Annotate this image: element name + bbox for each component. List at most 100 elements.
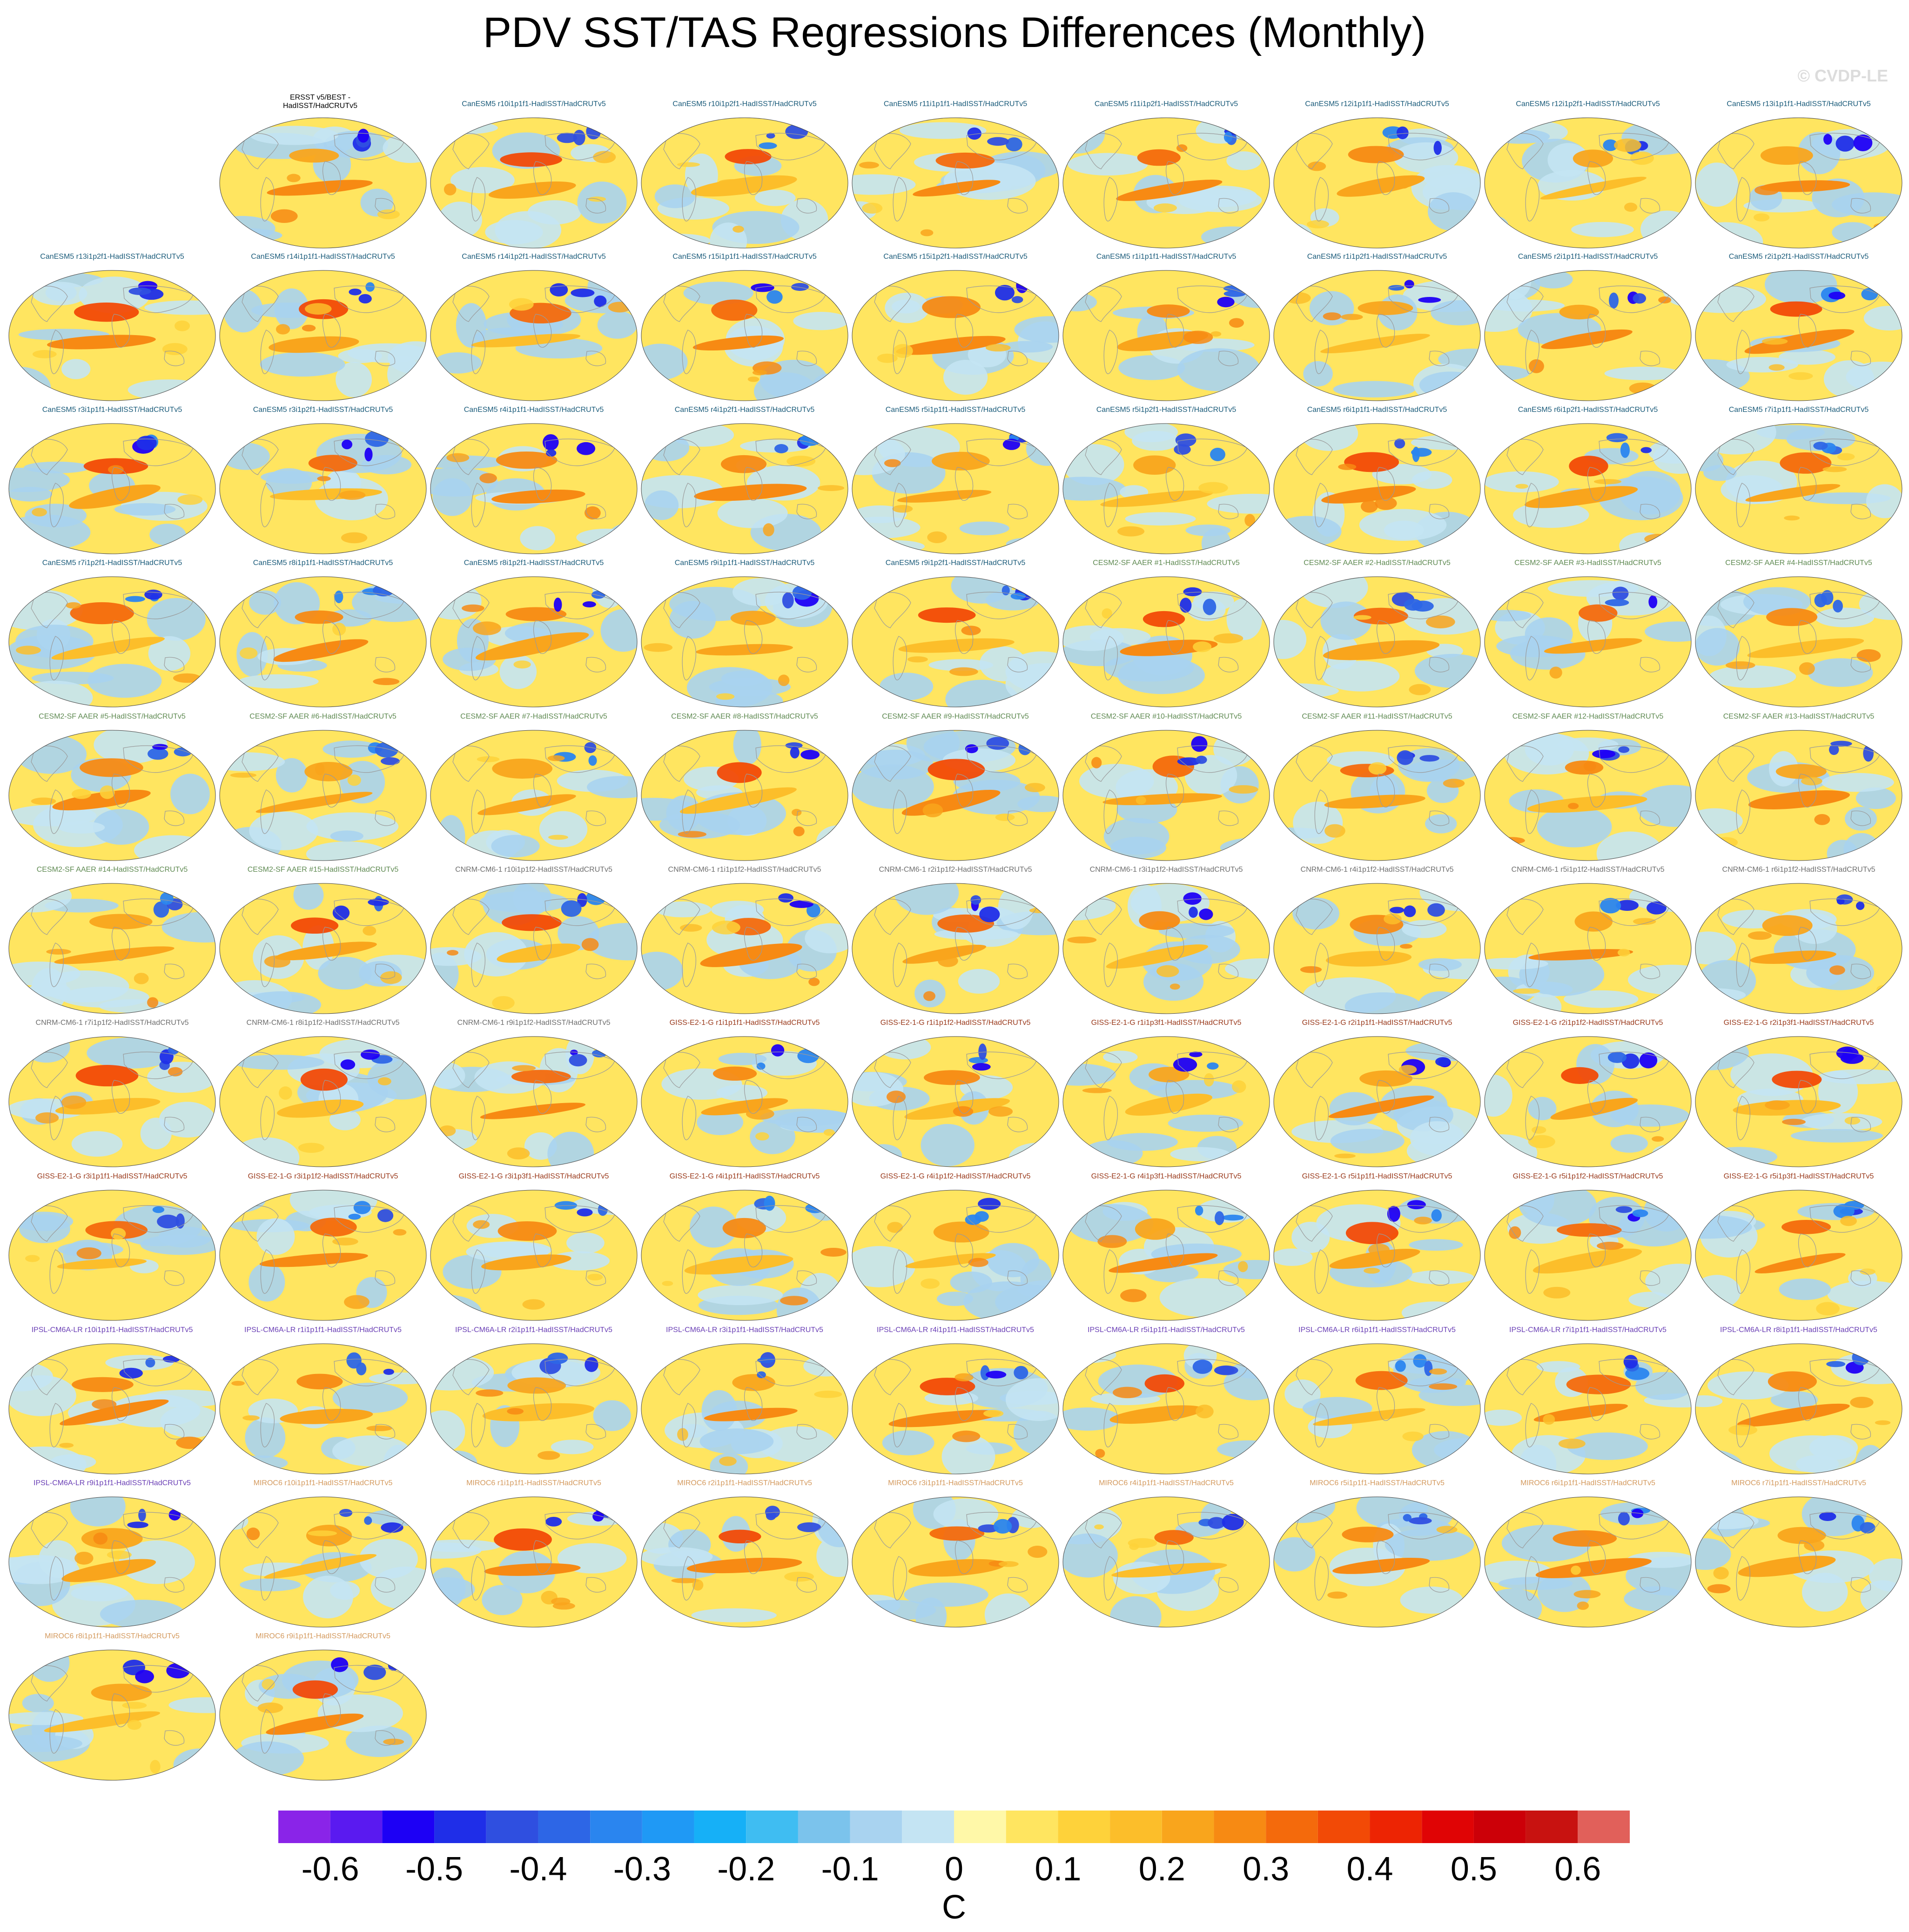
map-field [9, 1037, 215, 1167]
panel-label: CanESM5 r6i1p1f1-HadISST/HadCRUTv5 [1307, 406, 1447, 414]
panel-label: CESM2-SF AAER #5-HadISST/HadCRUTv5 [39, 713, 186, 720]
map-panel: CESM2-SF AAER #6-HadISST/HadCRUTv5 [218, 713, 428, 864]
map-panel: CanESM5 r1i1p1f1-HadISST/HadCRUTv5 [1061, 253, 1271, 404]
map-field [1695, 118, 1902, 248]
panel-label: GISS-E2-1-G r5i1p1f1-HadISST/HadCRUTv5 [1302, 1172, 1452, 1180]
map-panel: MIROC6 r4i1p1f1-HadISST/HadCRUTv5 [1061, 1479, 1271, 1631]
panel-label: CNRM-CM6-1 r4i1p1f2-HadISST/HadCRUTv5 [1300, 866, 1454, 874]
map-plot [852, 270, 1059, 401]
map-field [1063, 1497, 1270, 1627]
map-panel: CESM2-SF AAER #3-HadISST/HadCRUTv5 [1483, 559, 1693, 711]
map-panel: IPSL-CM6A-LR r7i1p1f1-HadISST/HadCRUTv5 [1483, 1326, 1693, 1478]
map-panel: GISS-E2-1-G r5i1p3f1-HadISST/HadCRUTv5 [1694, 1172, 1904, 1324]
map-field [1485, 577, 1691, 707]
map-panel: IPSL-CM6A-LR r1i1p1f1-HadISST/HadCRUTv5 [218, 1326, 428, 1478]
panel-label: CESM2-SF AAER #9-HadISST/HadCRUTv5 [882, 713, 1029, 720]
map-field [1063, 270, 1270, 401]
map-field [220, 1190, 426, 1320]
panel-label: MIROC6 r7i1p1f1-HadISST/HadCRUTv5 [1731, 1479, 1866, 1487]
map-panel: GISS-E2-1-G r1i1p1f2-HadISST/HadCRUTv5 [850, 1019, 1061, 1171]
map-plot [1484, 270, 1692, 401]
map-plot [8, 1496, 216, 1628]
colorbar-bin [382, 1811, 435, 1843]
map-panel: CESM2-SF AAER #11-HadISST/HadCRUTv5 [1272, 713, 1482, 864]
map-panel: CanESM5 r11i1p1f1-HadISST/HadCRUTv5 [850, 100, 1061, 252]
map-plot [219, 117, 427, 249]
map-panel: CESM2-SF AAER #7-HadISST/HadCRUTv5 [429, 713, 639, 864]
map-plot [1695, 117, 1902, 249]
map-field [1063, 1190, 1270, 1320]
panel-label: CanESM5 r1i1p2f1-HadISST/HadCRUTv5 [1307, 253, 1447, 261]
map-panel: GISS-E2-1-G r4i1p3f1-HadISST/HadCRUTv5 [1061, 1172, 1271, 1324]
panel-label: CESM2-SF AAER #3-HadISST/HadCRUTv5 [1514, 559, 1661, 567]
map-panel: CanESM5 r15i1p2f1-HadISST/HadCRUTv5 [850, 253, 1061, 404]
map-plot [1484, 576, 1692, 707]
map-panel: CanESM5 r14i1p2f1-HadISST/HadCRUTv5 [429, 253, 639, 404]
map-panel: IPSL-CM6A-LR r9i1p1f1-HadISST/HadCRUTv5 [7, 1479, 217, 1631]
colorbar-bin [590, 1811, 642, 1843]
panel-label: CanESM5 r11i1p1f1-HadISST/HadCRUTv5 [883, 100, 1028, 108]
map-field [220, 270, 426, 401]
map-panel: IPSL-CM6A-LR r3i1p1f1-HadISST/HadCRUTv5 [639, 1326, 850, 1478]
map-plot [641, 423, 848, 554]
panel-label: IPSL-CM6A-LR r4i1p1f1-HadISST/HadCRUTv5 [877, 1326, 1034, 1334]
map-plot [430, 117, 638, 249]
map-field [1695, 577, 1902, 707]
map-panel: CESM2-SF AAER #2-HadISST/HadCRUTv5 [1272, 559, 1482, 711]
map-plot [1695, 1496, 1902, 1628]
map-field [9, 424, 215, 554]
map-panel: CNRM-CM6-1 r6i1p1f2-HadISST/HadCRUTv5 [1694, 866, 1904, 1017]
watermark: © CVDP-LE [1797, 66, 1888, 85]
panel-label: CanESM5 r12i1p1f1-HadISST/HadCRUTv5 [1305, 100, 1449, 108]
map-plot [852, 883, 1059, 1014]
map-plot [1273, 1190, 1481, 1321]
panel-label: GISS-E2-1-G r3i1p1f1-HadISST/HadCRUTv5 [37, 1172, 188, 1180]
map-plot [641, 1343, 848, 1474]
panel-label: CNRM-CM6-1 r9i1p1f2-HadISST/HadCRUTv5 [457, 1019, 611, 1027]
panel-label: CanESM5 r9i1p1f1-HadISST/HadCRUTv5 [674, 559, 815, 567]
panel-label: CESM2-SF AAER #11-HadISST/HadCRUTv5 [1302, 713, 1452, 720]
panel-label: CNRM-CM6-1 r5i1p1f2-HadISST/HadCRUTv5 [1511, 866, 1665, 874]
map-panel: CanESM5 r10i1p2f1-HadISST/HadCRUTv5 [639, 100, 850, 252]
map-panel: GISS-E2-1-G r4i1p1f2-HadISST/HadCRUTv5 [850, 1172, 1061, 1324]
panel-label: CESM2-SF AAER #2-HadISST/HadCRUTv5 [1304, 559, 1451, 567]
map-panel: MIROC6 r7i1p1f1-HadISST/HadCRUTv5 [1694, 1479, 1904, 1631]
map-plot [8, 576, 216, 707]
colorbar-tick-label: -0.3 [613, 1851, 671, 1888]
map-panel: CNRM-CM6-1 r1i1p1f2-HadISST/HadCRUTv5 [639, 866, 850, 1017]
map-field [1274, 730, 1480, 861]
map-panel: GISS-E2-1-G r4i1p1f1-HadISST/HadCRUTv5 [639, 1172, 850, 1324]
panel-label: CanESM5 r4i1p1f1-HadISST/HadCRUTv5 [464, 406, 604, 414]
colorbar-bin [1317, 1811, 1370, 1843]
map-panel: CanESM5 r9i1p1f1-HadISST/HadCRUTv5 [639, 559, 850, 711]
colorbar-bin [278, 1811, 330, 1843]
panel-label: CESM2-SF AAER #4-HadISST/HadCRUTv5 [1725, 559, 1872, 567]
map-plot [430, 1343, 638, 1474]
panel-label: CanESM5 r13i1p1f1-HadISST/HadCRUTv5 [1727, 100, 1871, 108]
map-panel: MIROC6 r3i1p1f1-HadISST/HadCRUTv5 [850, 1479, 1061, 1631]
map-plot [8, 1190, 216, 1321]
map-plot [8, 1036, 216, 1167]
panel-label: CanESM5 r2i1p2f1-HadISST/HadCRUTv5 [1728, 253, 1869, 261]
map-plot [1695, 423, 1902, 554]
panel-label: CanESM5 r4i1p2f1-HadISST/HadCRUTv5 [674, 406, 815, 414]
panel-label: GISS-E2-1-G r4i1p1f2-HadISST/HadCRUTv5 [880, 1172, 1031, 1180]
panel-label: IPSL-CM6A-LR r1i1p1f1-HadISST/HadCRUTv5 [244, 1326, 402, 1334]
map-field [430, 883, 637, 1014]
map-field [1063, 424, 1270, 554]
map-field [1485, 424, 1691, 554]
map-panel: CanESM5 r1i1p2f1-HadISST/HadCRUTv5 [1272, 253, 1482, 404]
map-field [220, 1497, 426, 1627]
map-field [1695, 883, 1902, 1014]
panel-label: GISS-E2-1-G r5i1p3f1-HadISST/HadCRUTv5 [1723, 1172, 1874, 1180]
panel-label: GISS-E2-1-G r3i1p1f2-HadISST/HadCRUTv5 [248, 1172, 398, 1180]
map-panel: CESM2-SF AAER #9-HadISST/HadCRUTv5 [850, 713, 1061, 864]
colorbar-bin [1110, 1811, 1162, 1843]
panel-label: CNRM-CM6-1 r6i1p1f2-HadISST/HadCRUTv5 [1722, 866, 1875, 874]
map-plot [430, 1496, 638, 1628]
map-panel: CanESM5 r5i1p2f1-HadISST/HadCRUTv5 [1061, 406, 1271, 558]
map-plot [1062, 270, 1270, 401]
map-panel: IPSL-CM6A-LR r2i1p1f1-HadISST/HadCRUTv5 [429, 1326, 639, 1478]
panel-label: MIROC6 r5i1p1f1-HadISST/HadCRUTv5 [1310, 1479, 1445, 1487]
panel-label: CanESM5 r3i1p2f1-HadISST/HadCRUTv5 [253, 406, 393, 414]
